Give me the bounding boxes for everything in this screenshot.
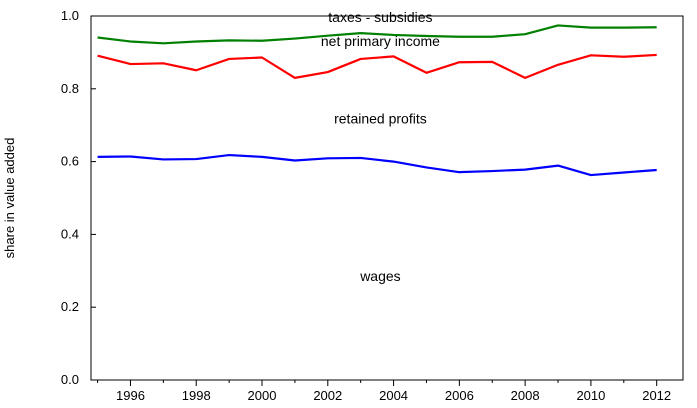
x-tick-label: 2002 bbox=[313, 388, 342, 403]
series-line-taxes-subsidies bbox=[97, 24, 657, 45]
annotation-layer: taxes - subsidies net primary income retai… bbox=[321, 9, 440, 284]
x-tick-label: 2000 bbox=[248, 388, 277, 403]
x-tick-label: 1998 bbox=[182, 388, 211, 403]
y-tick-label: 0.6 bbox=[61, 154, 79, 169]
y-axis: 0.0 0.2 0.4 0.6 0.8 1.0 bbox=[61, 8, 96, 387]
y-axis-title: share in value added bbox=[2, 138, 17, 259]
y-tick-label: 0.8 bbox=[61, 81, 79, 96]
annotation-label: net primary income bbox=[321, 33, 440, 49]
y-tick-label: 0.4 bbox=[61, 226, 79, 241]
series-layer bbox=[97, 24, 657, 177]
x-tick-label: 2008 bbox=[511, 388, 540, 403]
series-line-net-primary-income bbox=[97, 53, 657, 79]
x-tick-label: 1996 bbox=[116, 388, 145, 403]
annotation-label: taxes - subsidies bbox=[328, 9, 432, 25]
x-tick-label: 2004 bbox=[379, 388, 408, 403]
annotation-label: wages bbox=[359, 268, 400, 284]
series-line-wages bbox=[97, 153, 657, 177]
x-tick-label: 2012 bbox=[642, 388, 671, 403]
x-tick-label: 2006 bbox=[445, 388, 474, 403]
x-axis: 1996 1998 2000 2002 2004 2006 2008 2010 2012 bbox=[97, 380, 671, 403]
y-tick-label: 0.0 bbox=[61, 372, 79, 387]
x-tick-label: 2010 bbox=[576, 388, 605, 403]
y-tick-label: 0.2 bbox=[61, 299, 79, 314]
y-tick-label: 1.0 bbox=[61, 8, 79, 23]
plot-frame bbox=[90, 15, 684, 381]
annotation-label: retained profits bbox=[334, 111, 427, 127]
